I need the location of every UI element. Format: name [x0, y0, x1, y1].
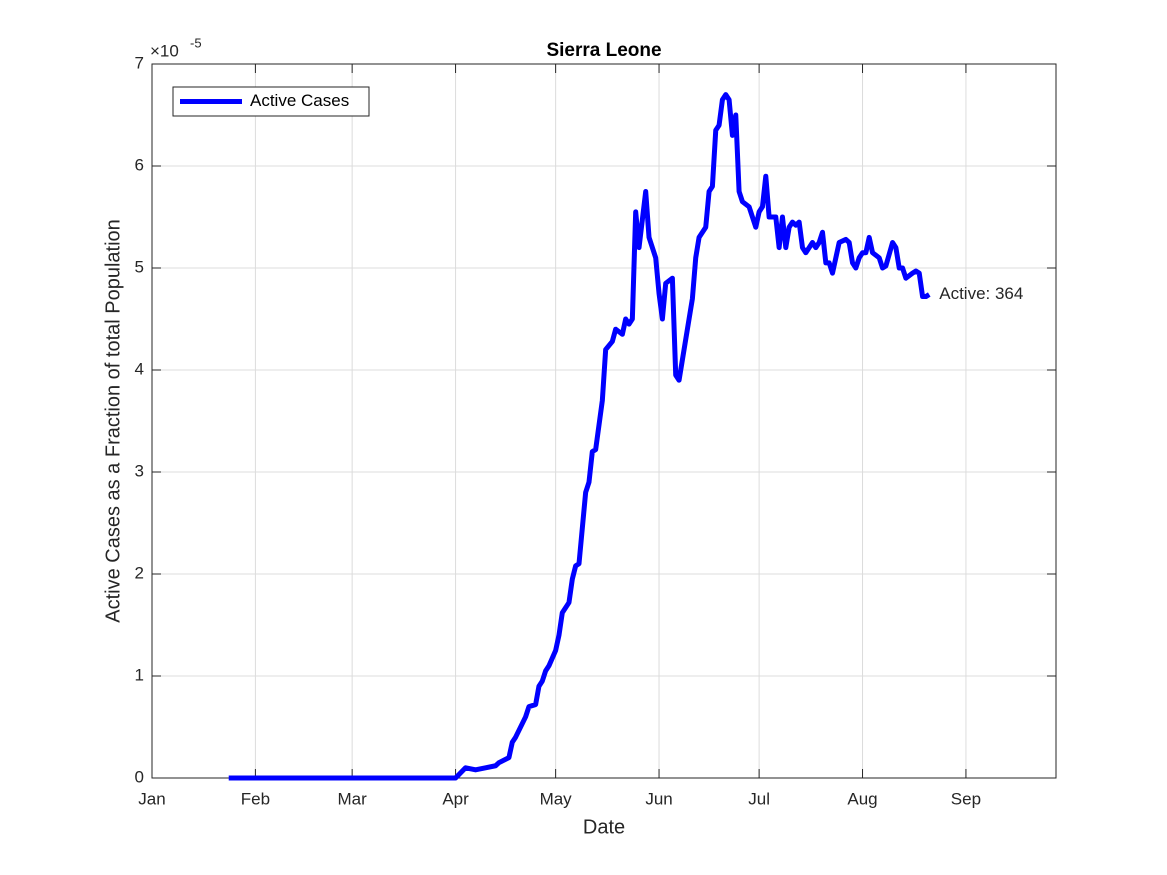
y-exponent-base: ×10	[150, 41, 179, 60]
y-tick-label: 0	[135, 767, 144, 786]
y-tick-label: 6	[135, 155, 144, 174]
x-tick-label: Sep	[951, 789, 981, 808]
y-axis-label: Active Cases as a Fraction of total Popu…	[102, 219, 124, 623]
y-tick-label: 7	[135, 53, 144, 72]
y-tick-label: 2	[135, 563, 144, 582]
x-tick-label: Apr	[442, 789, 469, 808]
x-axis-label: Date	[583, 816, 625, 838]
chart-title: Sierra Leone	[546, 40, 661, 61]
y-exponent-power: -5	[190, 35, 202, 50]
annotation: Active: 364	[939, 284, 1023, 303]
x-tick-label: Aug	[847, 789, 877, 808]
plot-area	[152, 64, 1056, 778]
x-tick-label: Jan	[138, 789, 165, 808]
x-tick-label: Feb	[241, 789, 270, 808]
y-tick-label: 3	[135, 461, 144, 480]
plot-frame	[151, 63, 1057, 779]
x-tick-label: May	[540, 789, 573, 808]
x-tick-label: Mar	[338, 789, 368, 808]
y-tick-label: 1	[135, 665, 144, 684]
y-tick-label: 5	[135, 257, 144, 276]
y-tick-label: 4	[135, 359, 144, 378]
x-tick-label: Jul	[748, 789, 770, 808]
x-tick-label: Jun	[645, 789, 672, 808]
data-line	[228, 92, 931, 781]
legend-label: Active Cases	[250, 91, 349, 110]
